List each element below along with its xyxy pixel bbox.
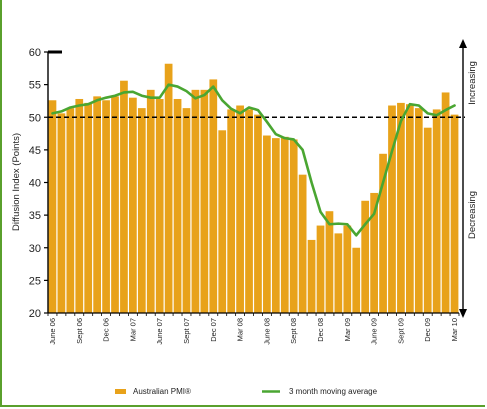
x-tick-label: Mar 10 (450, 318, 459, 341)
pmi-bar (361, 200, 370, 313)
direction-arrows (459, 39, 467, 318)
pmi-bar (66, 108, 75, 314)
pmi-bar (441, 92, 450, 314)
legend: Australian PMI® 3 month moving average (115, 387, 378, 396)
y-axis: 20 25 30 35 40 45 50 55 60 (29, 47, 62, 320)
pmi-bar (334, 233, 343, 313)
x-tick-label: Sept 06 (75, 318, 84, 344)
pmi-bar (182, 108, 191, 314)
x-tick-label: Dec 07 (209, 318, 218, 342)
pmi-bar (102, 100, 110, 313)
pmi-bar (111, 96, 119, 314)
pmi-bar (57, 113, 66, 313)
pmi-bar (209, 79, 218, 313)
pmi-bar (379, 153, 387, 313)
y-tick-label: 25 (29, 275, 41, 287)
pmi-bar (370, 192, 378, 313)
decreasing-label: Decreasing (467, 191, 478, 239)
pmi-bar (227, 109, 236, 313)
increasing-label: Increasing (467, 61, 478, 105)
pmi-bar (307, 239, 316, 313)
pmi-bar (48, 100, 57, 313)
pmi-bar (298, 174, 307, 313)
pmi-bar (280, 136, 289, 313)
y-tick-label: 35 (29, 210, 41, 222)
pmi-bar (155, 98, 164, 313)
pmi-bar (423, 127, 432, 313)
y-tick-label: 50 (29, 112, 41, 124)
pmi-bar (218, 130, 227, 313)
pmi-bar (129, 97, 137, 314)
arrow-up-head (459, 39, 467, 48)
pmi-bar (450, 114, 459, 313)
x-tick-label: Sept 07 (182, 318, 191, 344)
pmi-bar (316, 225, 325, 313)
pmi-bar (414, 108, 423, 314)
legend-label-pmi: Australian PMI® (133, 387, 191, 396)
y-tick-label: 40 (29, 178, 41, 190)
pmi-bar (164, 63, 173, 313)
x-tick-label: Mar 09 (343, 318, 352, 341)
pmi-bar (263, 135, 271, 313)
pmi-bar (397, 102, 405, 313)
pmi-bar (405, 104, 414, 313)
x-tick-label: Sept 08 (289, 318, 298, 344)
legend-label-moving-average: 3 month moving average (289, 387, 378, 396)
x-axis: June 06 Sept 06 Dec 06 Mar 07 June 07 Sept 07… (47, 312, 460, 345)
y-tick-label: 20 (29, 308, 41, 320)
pmi-bar (388, 105, 396, 313)
pmi-bar (432, 109, 441, 313)
pmi-bar (245, 109, 253, 313)
pmi-bar (75, 98, 84, 313)
arrow-down-head (459, 309, 467, 318)
pmi-bar (325, 211, 334, 313)
x-tick-label: June 06 (48, 318, 57, 345)
y-axis-label: Diffusion Index (Points) (11, 133, 22, 231)
pmi-bar (146, 89, 155, 313)
x-tick-label: Mar 07 (128, 318, 137, 341)
x-tick-label: Dec 08 (316, 318, 325, 342)
legend-swatch-pmi (115, 389, 126, 394)
x-tick-label: Sept 09 (396, 318, 405, 344)
pmi-bar (289, 139, 298, 313)
pmi-bar (352, 247, 361, 313)
moving-average-line (51, 83, 456, 237)
pmi-bar (343, 225, 352, 313)
pmi-bar (271, 138, 280, 313)
pmi-bars (48, 63, 459, 314)
pmi-bar (84, 102, 93, 313)
pmi-bar (120, 80, 128, 314)
pmi-bar (191, 89, 200, 313)
pmi-bar (93, 96, 101, 314)
y-tick-label: 45 (29, 145, 41, 157)
x-tick-label: June 09 (370, 318, 379, 345)
y-tick-label: 60 (29, 47, 41, 59)
x-tick-label: June 08 (262, 318, 271, 345)
pmi-bar (200, 89, 209, 313)
x-tick-label: June 07 (155, 318, 164, 345)
pmi-bar (236, 105, 244, 313)
x-tick-label: Dec 09 (423, 318, 432, 342)
x-tick-label: Dec 06 (102, 318, 111, 342)
y-tick-label: 30 (29, 243, 41, 255)
y-tick-label: 55 (29, 80, 41, 92)
x-tick-label: Mar 08 (236, 318, 245, 341)
pmi-bar (173, 98, 182, 313)
pmi-bar (254, 114, 262, 313)
pmi-bar (137, 108, 146, 314)
